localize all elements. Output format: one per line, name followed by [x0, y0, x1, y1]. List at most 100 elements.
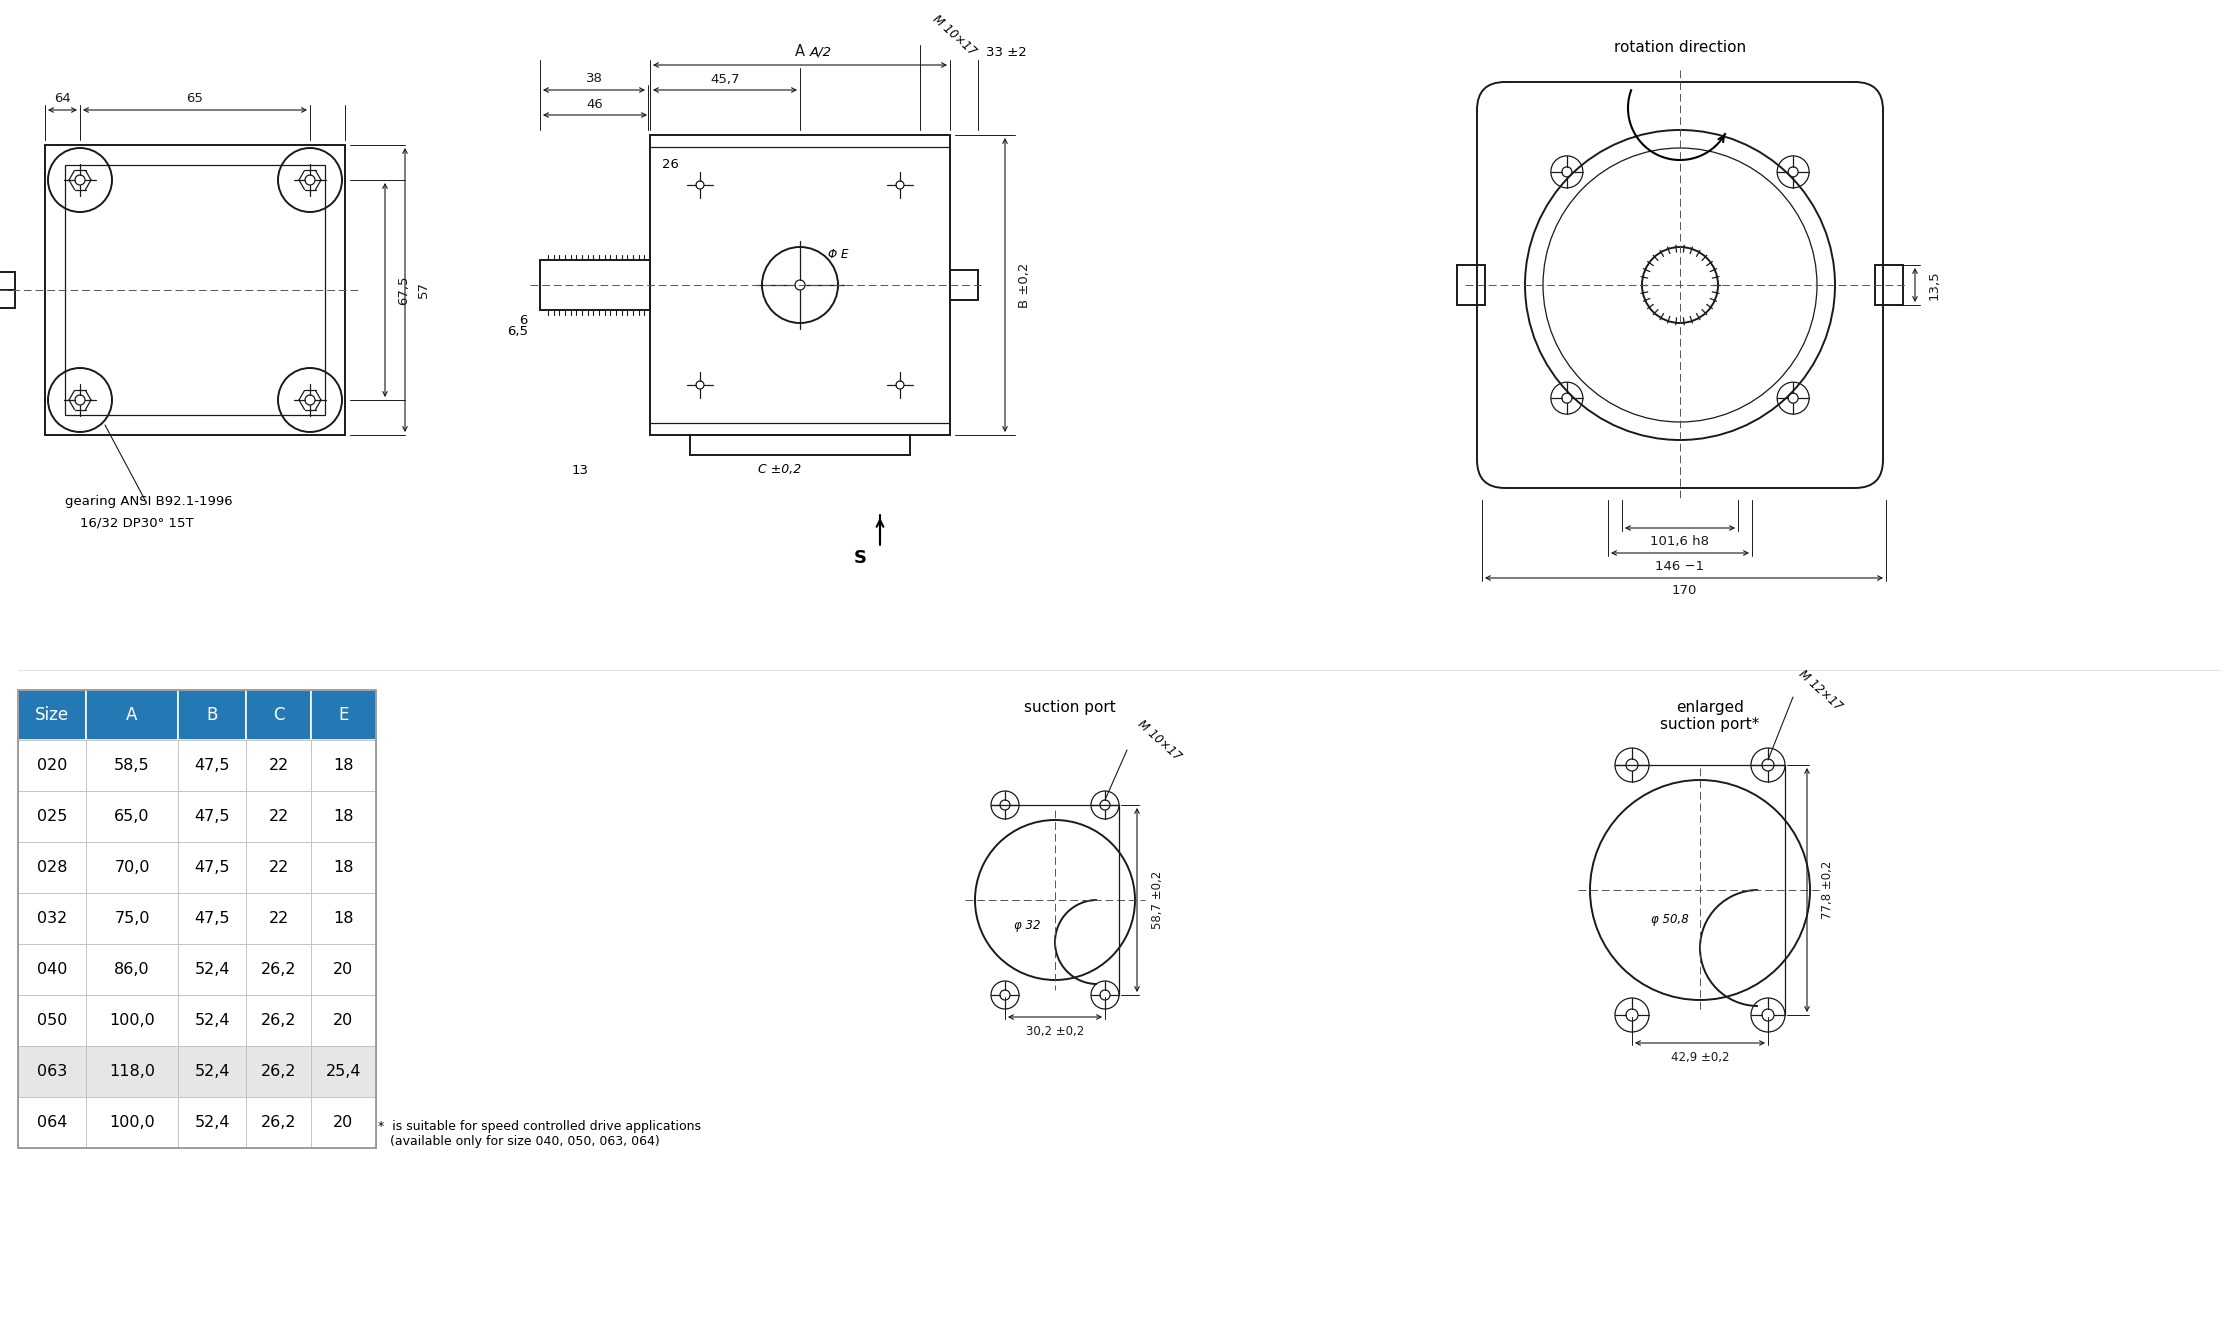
Bar — [65, 165, 325, 415]
Bar — [246, 945, 311, 995]
Text: suction port: suction port — [1024, 700, 1116, 714]
Bar — [18, 1097, 85, 1148]
Bar — [85, 1046, 177, 1097]
Text: M 10×17: M 10×17 — [930, 12, 979, 58]
Bar — [177, 842, 246, 892]
Text: 52,4: 52,4 — [195, 1115, 231, 1131]
Text: C ±0,2: C ±0,2 — [759, 463, 802, 476]
Text: 47,5: 47,5 — [195, 809, 231, 824]
Bar — [311, 1097, 376, 1148]
Bar — [311, 740, 376, 791]
Text: 20: 20 — [334, 1013, 354, 1028]
Text: B ±0,2: B ±0,2 — [1017, 262, 1030, 308]
Text: 52,4: 52,4 — [195, 962, 231, 977]
Text: rotation direction: rotation direction — [1615, 40, 1745, 55]
Bar — [246, 842, 311, 892]
Text: 18: 18 — [334, 911, 354, 926]
Bar — [177, 995, 246, 1046]
Text: E: E — [338, 706, 349, 724]
Text: 26,2: 26,2 — [260, 1115, 296, 1131]
Text: 20: 20 — [334, 1115, 354, 1131]
Text: 30,2 ±0,2: 30,2 ±0,2 — [1026, 1025, 1084, 1037]
Text: 26,2: 26,2 — [260, 1013, 296, 1028]
Bar — [177, 945, 246, 995]
Bar — [311, 1046, 376, 1097]
Text: 18: 18 — [334, 809, 354, 824]
Text: C: C — [273, 706, 284, 724]
Bar — [540, 260, 650, 310]
Bar — [311, 842, 376, 892]
Bar — [1875, 265, 1904, 305]
Bar — [45, 145, 345, 435]
Text: 26,2: 26,2 — [260, 1064, 296, 1078]
Text: 6,5: 6,5 — [506, 325, 529, 339]
Bar — [85, 892, 177, 945]
Bar — [246, 740, 311, 791]
Text: 101,6 h8: 101,6 h8 — [1651, 534, 1709, 547]
Text: 70,0: 70,0 — [114, 860, 150, 875]
Text: 028: 028 — [36, 860, 67, 875]
Bar — [650, 135, 950, 435]
Text: 38: 38 — [585, 72, 603, 86]
Bar — [311, 690, 376, 740]
Text: gearing ANSI B92.1-1996: gearing ANSI B92.1-1996 — [65, 495, 233, 508]
Bar — [246, 1046, 311, 1097]
Text: 100,0: 100,0 — [110, 1013, 155, 1028]
Bar — [246, 995, 311, 1046]
Text: 146 −1: 146 −1 — [1655, 559, 1705, 573]
Text: 040: 040 — [36, 962, 67, 977]
Text: 22: 22 — [269, 809, 289, 824]
Text: φ 50,8: φ 50,8 — [1651, 914, 1689, 926]
Bar — [690, 435, 909, 455]
Text: 75,0: 75,0 — [114, 911, 150, 926]
Text: 26: 26 — [661, 158, 679, 171]
Text: 22: 22 — [269, 759, 289, 773]
Text: *  is suitable for speed controlled drive applications
     (available only for : * is suitable for speed controlled drive… — [370, 1120, 701, 1148]
Bar — [246, 791, 311, 842]
Bar — [177, 740, 246, 791]
Bar — [18, 892, 85, 945]
Bar — [85, 995, 177, 1046]
Bar — [85, 690, 177, 740]
Text: 45,7: 45,7 — [710, 72, 739, 86]
Text: 42,9 ±0,2: 42,9 ±0,2 — [1671, 1050, 1729, 1064]
Text: 26,2: 26,2 — [260, 962, 296, 977]
Text: 6: 6 — [520, 313, 529, 326]
Text: 13,5: 13,5 — [1929, 270, 1942, 300]
Bar — [18, 740, 85, 791]
Text: 18: 18 — [334, 860, 354, 875]
Bar — [1456, 265, 1485, 305]
Text: 58,7 ±0,2: 58,7 ±0,2 — [1151, 871, 1165, 929]
Text: 65: 65 — [186, 91, 204, 104]
Bar — [246, 1097, 311, 1148]
Bar — [246, 690, 311, 740]
Text: B: B — [206, 706, 217, 724]
Text: 050: 050 — [36, 1013, 67, 1028]
Bar — [177, 1097, 246, 1148]
Bar — [18, 791, 85, 842]
Bar — [950, 270, 979, 300]
Bar — [177, 892, 246, 945]
Text: 13: 13 — [571, 463, 589, 476]
Text: 47,5: 47,5 — [195, 911, 231, 926]
Bar — [85, 740, 177, 791]
Bar — [311, 995, 376, 1046]
Bar — [85, 1097, 177, 1148]
Text: 64: 64 — [54, 91, 72, 104]
Bar — [18, 690, 85, 740]
Bar — [177, 791, 246, 842]
Text: A/2: A/2 — [811, 45, 831, 59]
Text: 170: 170 — [1671, 585, 1696, 598]
Text: A: A — [125, 706, 137, 724]
Text: Size: Size — [36, 706, 69, 724]
Text: S: S — [853, 549, 867, 567]
Text: 57: 57 — [417, 281, 430, 298]
Text: 18: 18 — [334, 759, 354, 773]
Text: 16/32 DP30° 15T: 16/32 DP30° 15T — [81, 516, 193, 530]
Text: 52,4: 52,4 — [195, 1013, 231, 1028]
Bar — [85, 791, 177, 842]
Text: φ 32: φ 32 — [1015, 918, 1039, 931]
Text: enlarged
suction port*: enlarged suction port* — [1660, 700, 1761, 732]
Text: 46: 46 — [587, 98, 603, 111]
Bar — [246, 892, 311, 945]
